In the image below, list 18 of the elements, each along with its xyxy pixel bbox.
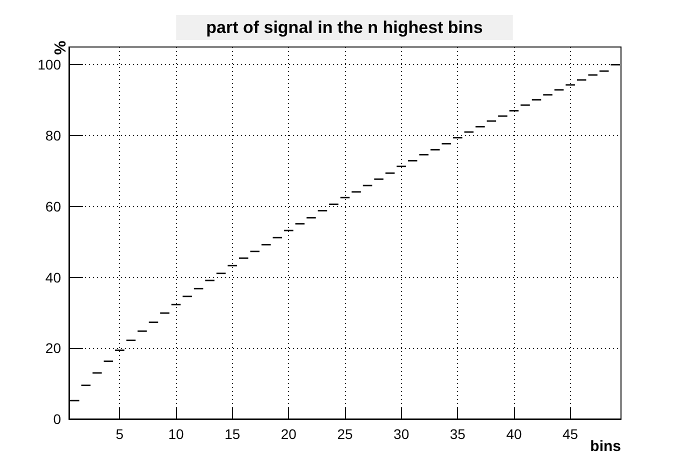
y-tick-label: 100 — [38, 56, 62, 73]
x-tick-label: 35 — [450, 426, 466, 442]
y-tick-label: 0 — [53, 411, 62, 427]
x-axis-title: bins — [590, 438, 621, 455]
x-tick-label: 40 — [506, 426, 522, 442]
x-tick-label: 25 — [337, 426, 353, 442]
x-tick-label: 15 — [224, 426, 240, 442]
x-tick-label: 5 — [116, 426, 124, 442]
x-tick-label: 20 — [280, 426, 297, 442]
y-tick-label: 80 — [45, 128, 62, 144]
y-tick-label: 60 — [45, 198, 62, 214]
chart-title: part of signal in the n highest bins — [206, 18, 483, 37]
x-tick-label: 30 — [394, 426, 410, 442]
y-axis-title: % — [52, 40, 70, 55]
x-tick-label: 10 — [168, 426, 184, 442]
y-tick-label: 20 — [45, 340, 62, 356]
x-tick-label: 45 — [562, 426, 578, 442]
y-tick-label: 40 — [45, 269, 62, 286]
